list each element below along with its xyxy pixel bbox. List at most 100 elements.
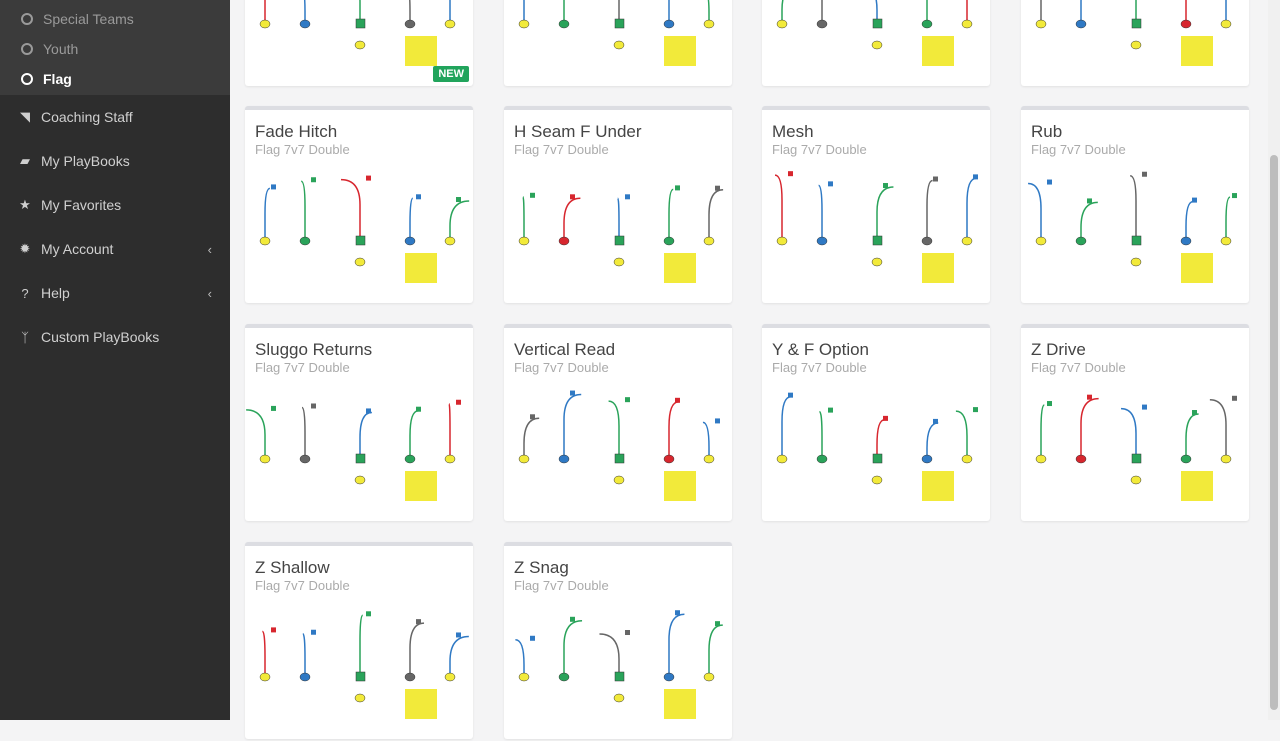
player-marker	[1181, 237, 1191, 245]
player-marker	[445, 20, 455, 28]
center-player	[356, 454, 365, 463]
defender-marker	[1087, 198, 1092, 203]
defender-marker	[271, 406, 276, 411]
play-title: Vertical Read	[514, 340, 615, 360]
play-card[interactable]: Z Snag Flag 7v7 Double	[504, 542, 732, 739]
sidebar-item[interactable]: ?Help‹	[0, 271, 230, 315]
scrollbar[interactable]	[1268, 0, 1280, 720]
defender-marker	[625, 630, 630, 635]
route-line	[709, 625, 723, 676]
center-player	[1132, 454, 1141, 463]
play-card[interactable]: Sluggo Returns Flag 7v7 Double	[245, 324, 473, 521]
player-marker	[559, 455, 569, 463]
center-player	[356, 19, 365, 28]
route-line	[927, 423, 938, 458]
sidebar-item[interactable]: ✹My Account‹	[0, 227, 230, 271]
play-card[interactable]	[504, 0, 732, 86]
player-marker	[777, 20, 787, 28]
route-line	[341, 180, 360, 240]
center-player	[615, 672, 624, 681]
play-card[interactable]: Y & F Option Flag 7v7 Double	[762, 324, 990, 521]
defender-marker	[366, 176, 371, 181]
player-marker	[962, 20, 972, 28]
route-line	[618, 198, 619, 240]
center-player	[873, 454, 882, 463]
route-line	[564, 395, 581, 458]
play-title: H Seam F Under	[514, 122, 642, 142]
play-card[interactable]: Vertical Read Flag 7v7 Double	[504, 324, 732, 521]
play-title: Y & F Option	[772, 340, 869, 360]
play-notes-box	[922, 253, 954, 283]
play-card[interactable]: Mesh Flag 7v7 Double	[762, 106, 990, 303]
player-marker	[445, 673, 455, 681]
defender-marker	[675, 610, 680, 615]
scrollbar-thumb[interactable]	[1270, 155, 1278, 710]
player-marker	[664, 673, 674, 681]
play-formation: Flag 7v7 Double	[514, 578, 609, 593]
defender-marker	[271, 184, 276, 189]
route-line	[1186, 0, 1187, 23]
defender-marker	[416, 619, 421, 624]
play-card[interactable]: Z Shallow Flag 7v7 Double	[245, 542, 473, 739]
route-line	[669, 189, 673, 240]
route-line	[819, 412, 822, 458]
player-marker	[519, 455, 529, 463]
defender-marker	[828, 181, 833, 186]
defender-marker	[570, 391, 575, 396]
player-marker	[519, 20, 529, 28]
center-player	[1132, 19, 1141, 28]
route-line	[1028, 184, 1041, 240]
chevron-left-icon: ‹	[208, 242, 212, 257]
play-card[interactable]	[1021, 0, 1249, 86]
route-line	[775, 175, 782, 240]
sidebar-item[interactable]: ◥Coaching Staff	[0, 95, 230, 139]
defender-marker	[1047, 401, 1052, 406]
play-card[interactable]: Z Drive Flag 7v7 Double	[1021, 324, 1249, 521]
defender-marker	[788, 171, 793, 176]
route-line	[410, 198, 413, 240]
route-line	[1226, 197, 1230, 240]
play-card[interactable]: H Seam F Under Flag 7v7 Double	[504, 106, 732, 303]
route-line	[956, 0, 967, 23]
center-player	[873, 19, 882, 28]
sidebar-subitem-label: Special Teams	[43, 11, 134, 27]
route-line	[877, 420, 884, 458]
play-diagram	[1021, 383, 1249, 523]
player-marker	[664, 20, 674, 28]
player-marker	[922, 237, 932, 245]
defender-marker	[456, 197, 461, 202]
sidebar-item-label: My Account	[41, 241, 113, 257]
play-title: Z Drive	[1031, 340, 1086, 360]
sidebar-item[interactable]: ▰My PlayBooks	[0, 139, 230, 183]
quarterback-marker	[1131, 41, 1141, 49]
player-marker	[445, 455, 455, 463]
sidebar-subitem[interactable]: Special Teams	[0, 4, 230, 34]
player-marker	[260, 237, 270, 245]
player-marker	[519, 237, 529, 245]
sidebar-subitem[interactable]: Youth	[0, 34, 230, 64]
defender-marker	[311, 403, 316, 408]
player-marker	[664, 237, 674, 245]
route-line	[599, 634, 619, 676]
sidebar-item[interactable]: ★My Favorites	[0, 183, 230, 227]
play-diagram	[762, 0, 990, 88]
player-marker	[1221, 455, 1231, 463]
play-notes-box	[405, 36, 437, 66]
sidebar-subitem[interactable]: Flag	[0, 64, 230, 94]
route-line	[927, 180, 933, 240]
circle-icon	[21, 73, 33, 85]
route-line	[564, 621, 582, 676]
play-card[interactable]: Rub Flag 7v7 Double	[1021, 106, 1249, 303]
play-card[interactable]: Fade Hitch Flag 7v7 Double	[245, 106, 473, 303]
route-line	[782, 397, 791, 458]
player-marker	[300, 237, 310, 245]
quarterback-marker	[872, 476, 882, 484]
play-title: Z Shallow	[255, 558, 330, 578]
quarterback-marker	[1131, 476, 1141, 484]
route-line	[819, 185, 822, 240]
play-card[interactable]: NEW	[245, 0, 473, 86]
route-line	[1210, 400, 1226, 458]
play-notes-box	[664, 253, 696, 283]
play-card[interactable]	[762, 0, 990, 86]
